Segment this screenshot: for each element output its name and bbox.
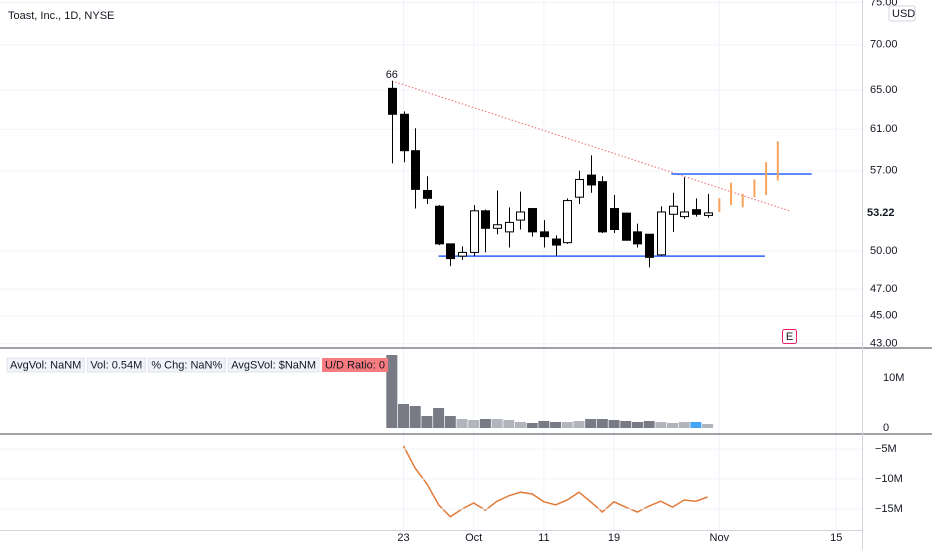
legend-item: AvgSVol: $NaNM xyxy=(231,359,316,371)
volume-bar xyxy=(702,424,714,428)
legend-item: AvgVol: NaNM xyxy=(10,359,81,371)
candle-body xyxy=(388,87,397,115)
y-tick-label: 43.00 xyxy=(870,338,898,350)
x-tick-label: Oct xyxy=(465,532,482,544)
candle-body xyxy=(669,205,678,215)
volume-bar xyxy=(561,422,573,428)
volume-bar xyxy=(386,355,398,428)
candle-body xyxy=(423,189,432,199)
y-tick-label: 50.00 xyxy=(870,245,898,257)
volume-bar xyxy=(667,423,679,428)
candle-body xyxy=(481,210,490,229)
legend-box xyxy=(322,358,388,372)
candle-body xyxy=(704,212,713,216)
candle-body xyxy=(540,231,549,238)
candle-body xyxy=(435,205,444,245)
x-tick-label: 11 xyxy=(538,532,549,544)
x-tick-label: Nov xyxy=(710,532,730,544)
candle-body xyxy=(633,231,642,245)
candle-body xyxy=(516,211,525,221)
volume-bar xyxy=(479,419,491,428)
candle-body xyxy=(528,208,537,233)
y-tick-label: 65.00 xyxy=(870,84,898,96)
y-tick-label: 61.00 xyxy=(870,123,898,135)
indicator-tick-label: −15M xyxy=(875,503,903,515)
volume-bar xyxy=(655,422,667,428)
candle-body xyxy=(563,200,572,244)
y-tick-label: 47.00 xyxy=(870,283,898,295)
candle-body xyxy=(587,174,596,186)
legend-item: Vol: 0.54M xyxy=(90,359,142,371)
y-tick-label: 75.00 xyxy=(870,0,898,8)
candle-body xyxy=(598,181,607,233)
legend-box xyxy=(227,357,320,373)
x-tick-label: 15 xyxy=(830,532,842,544)
earnings-label: E xyxy=(786,331,793,343)
volume-bar xyxy=(444,416,456,428)
high-label: 66 xyxy=(386,69,398,81)
legend-item: U/D Ratio: 0 xyxy=(325,359,385,371)
volume-bar xyxy=(503,420,515,428)
chart-title: Toast, Inc., 1D, NYSE xyxy=(8,10,114,22)
candle-body xyxy=(411,150,420,190)
volume-bar xyxy=(573,421,585,428)
volume-bar xyxy=(643,421,655,428)
candle-body xyxy=(575,178,584,198)
indicator-tick-label: −5M xyxy=(875,443,897,455)
candle-body xyxy=(622,212,631,241)
y-tick-label: 45.00 xyxy=(870,310,898,322)
candle-body xyxy=(610,208,619,230)
legend-item: % Chg: NaN% xyxy=(151,359,222,371)
volume-tick-label: 10M xyxy=(883,372,904,384)
legend-box xyxy=(147,357,226,373)
volume-bar xyxy=(526,423,538,428)
volume-bar xyxy=(596,419,608,428)
currency-label: USD xyxy=(892,8,915,20)
candle-body xyxy=(645,233,654,258)
volume-bar xyxy=(491,419,503,428)
volume-bar xyxy=(398,404,410,428)
volume-tick-label: 0 xyxy=(883,422,889,434)
volume-bar xyxy=(468,420,480,428)
candle-body xyxy=(505,221,514,233)
legend-box xyxy=(6,357,85,373)
volume-bar xyxy=(690,422,702,428)
indicator-line xyxy=(402,445,708,518)
volume-bar xyxy=(550,422,562,428)
volume-bar xyxy=(585,419,597,428)
indicator-tick-label: −10M xyxy=(875,473,903,485)
y-tick-label: 70.00 xyxy=(870,39,898,51)
volume-bar xyxy=(538,421,550,428)
candle-body xyxy=(680,211,689,218)
candle-body xyxy=(458,251,467,257)
volume-bar xyxy=(514,422,526,428)
candle-body xyxy=(657,211,666,256)
volume-bar xyxy=(608,420,620,428)
candle-body xyxy=(470,210,479,253)
volume-bar xyxy=(409,406,421,428)
currency-box xyxy=(888,5,916,22)
earnings-marker xyxy=(782,329,797,344)
x-tick-label: 19 xyxy=(608,532,620,544)
candle-body xyxy=(400,113,409,152)
candle-body xyxy=(493,224,502,229)
volume-bar xyxy=(421,416,433,428)
last-price-label: 53.22 xyxy=(867,207,895,219)
volume-bar xyxy=(456,419,468,428)
candle-body xyxy=(552,238,561,246)
legend-box xyxy=(86,357,146,373)
x-tick-label: 23 xyxy=(397,532,409,544)
y-tick-label: 57.00 xyxy=(870,165,898,177)
candle-body xyxy=(692,209,701,215)
candle-body xyxy=(446,243,455,260)
volume-bar xyxy=(620,421,632,428)
volume-bar xyxy=(631,422,643,428)
volume-bar xyxy=(433,408,445,428)
volume-bar xyxy=(678,422,690,428)
